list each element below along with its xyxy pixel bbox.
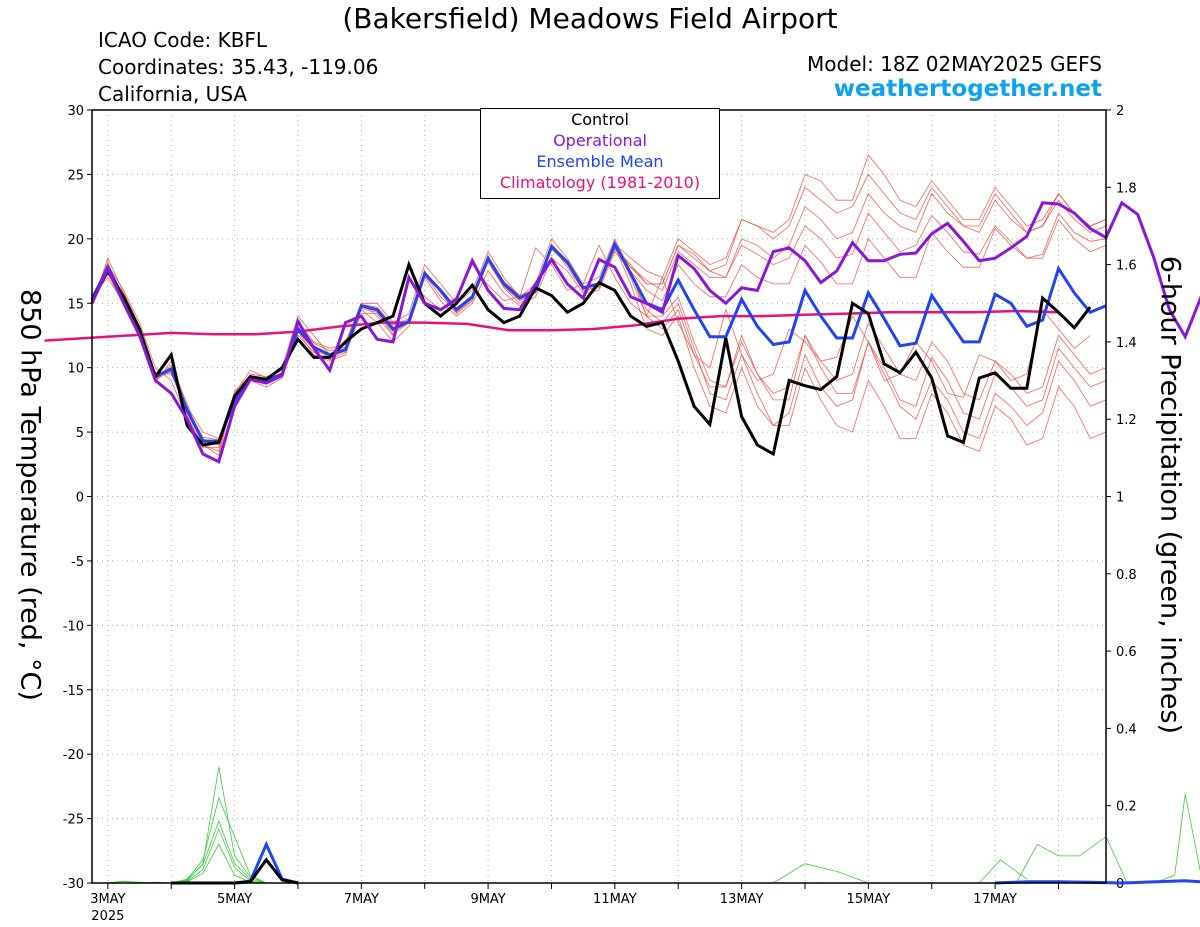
- coordinates: Coordinates: 35.43, -119.06: [98, 55, 379, 79]
- y-tick-label-left: -15: [63, 684, 84, 699]
- precip-mean-late: [995, 879, 1200, 885]
- x-tick-label: 15MAY: [847, 892, 891, 907]
- y-tick-label-right: 0.8: [1116, 568, 1137, 583]
- y-tick-label-right: 1.4: [1116, 336, 1137, 351]
- icao-code: ICAO Code: KBFL: [98, 28, 268, 52]
- y-tick-label-right: 0.2: [1116, 800, 1137, 815]
- climatology-line: [44, 309, 1059, 342]
- member-line: [91, 237, 1107, 446]
- y-tick-label-right: 1.2: [1116, 413, 1137, 428]
- y-tick-label-right: 1.8: [1116, 181, 1137, 196]
- member-line: [91, 218, 1107, 440]
- site-link[interactable]: weathertogether.net: [833, 76, 1102, 102]
- y-tick-label-right: 1: [1116, 491, 1124, 506]
- x-tick-label: 11MAY: [593, 892, 637, 907]
- plot-area: [92, 110, 1106, 883]
- y-tick-label-left: 25: [67, 168, 84, 183]
- precip-member-line: [773, 863, 869, 884]
- y-tick-label-left: -20: [63, 748, 84, 763]
- legend-entry-operational: Operational: [553, 131, 647, 150]
- region: California, USA: [98, 82, 248, 106]
- model-run: Model: 18Z 02MAY2025 GEFS: [807, 52, 1102, 76]
- x-tick-year: 2025: [91, 909, 124, 924]
- member-line: [91, 244, 1091, 452]
- y-tick-label-left: -10: [63, 619, 84, 634]
- legend-entry-climatology: Climatology (1981-2010): [499, 173, 701, 192]
- legend: Control Operational Ensemble Mean Climat…: [480, 108, 720, 199]
- x-tick-label: 17MAY: [973, 892, 1017, 907]
- y-tick-label-right: 0.4: [1116, 722, 1137, 737]
- y-tick-label-right: 0.6: [1116, 645, 1137, 660]
- chart-title: (Bakersfield) Meadows Field Airport: [342, 2, 838, 35]
- x-tick-label: 5MAY: [217, 892, 252, 907]
- y-tick-label-left: 5: [76, 426, 84, 441]
- precip-member-line: [1015, 835, 1128, 884]
- operational-line: [90, 200, 1200, 464]
- y-axis-label-right: 6-hour Precipitation (green, inches): [1154, 255, 1186, 735]
- y-tick-label-left: 0: [76, 491, 84, 506]
- y-tick-label-left: -30: [63, 877, 84, 892]
- x-tick-label: 9MAY: [470, 892, 505, 907]
- y-tick-label-right: 1.6: [1116, 259, 1137, 274]
- y-tick-label-left: 10: [67, 362, 84, 377]
- y-tick-label-left: 15: [67, 297, 84, 312]
- x-tick-label: 3MAY: [90, 892, 125, 907]
- y-tick-label-left: 30: [67, 104, 84, 119]
- legend-entry-control: Control: [571, 110, 629, 129]
- y-tick-label-left: -25: [63, 813, 84, 828]
- y-axis-label-left: 850 hPa Temperature (red, °C): [14, 289, 46, 701]
- y-tick-label-right: 0: [1116, 877, 1124, 892]
- x-tick-label: 13MAY: [720, 892, 764, 907]
- precip-member-line: [979, 859, 1028, 884]
- legend-entry-ensemble-mean: Ensemble Mean: [536, 152, 664, 171]
- x-tick-label: 7MAY: [344, 892, 379, 907]
- control-line: [90, 260, 1092, 457]
- precip-member-line: [1153, 794, 1200, 884]
- y-tick-label-right: 2: [1116, 104, 1124, 119]
- y-tick-label-left: 20: [67, 233, 84, 248]
- y-tick-label-left: -5: [71, 555, 84, 570]
